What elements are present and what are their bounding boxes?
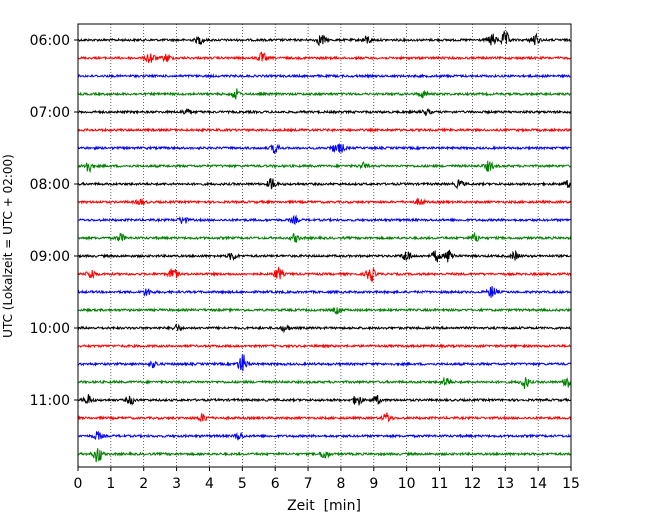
trace-0600 bbox=[77, 30, 572, 47]
x-tick-label: 9 bbox=[369, 476, 378, 492]
trace-0645 bbox=[77, 88, 572, 100]
x-tick-label: 14 bbox=[529, 476, 547, 492]
x-tick-label: 8 bbox=[336, 476, 345, 492]
trace-1045 bbox=[77, 377, 572, 389]
vertical-grid bbox=[110, 24, 539, 467]
x-tick-label: 13 bbox=[496, 476, 514, 492]
x-axis-ticks: 0 1 2 3 4 5 6 7 8 9 10 11 12 13 14 15 bbox=[74, 467, 580, 492]
x-tick-label: 5 bbox=[238, 476, 247, 492]
y-axis-label: UTC (Lokalzeit = UTC + 02:00) bbox=[1, 154, 15, 338]
trace-0715 bbox=[77, 127, 572, 133]
trace-0930 bbox=[77, 285, 572, 298]
trace-0830 bbox=[77, 214, 572, 226]
x-tick-label: 12 bbox=[463, 476, 481, 492]
y-tick-label: 06:00 bbox=[30, 33, 70, 49]
x-tick-label: 7 bbox=[304, 476, 313, 492]
trace-1115 bbox=[77, 412, 572, 423]
trace-0730 bbox=[77, 143, 572, 154]
x-tick-label: 15 bbox=[562, 476, 580, 492]
x-axis-label: Zeit [min] bbox=[287, 498, 361, 514]
trace-0615 bbox=[77, 51, 572, 64]
y-axis-ticks: 06:00 07:00 08:00 09:00 10:00 11:00 bbox=[30, 33, 78, 409]
x-tick-label: 2 bbox=[139, 476, 148, 492]
y-tick-label: 07:00 bbox=[30, 105, 70, 121]
trace-0700 bbox=[77, 108, 572, 116]
trace-0815 bbox=[77, 197, 572, 207]
x-tick-label: 0 bbox=[74, 476, 83, 492]
y-tick-label: 10:00 bbox=[30, 321, 70, 337]
trace-1145 bbox=[77, 448, 572, 463]
trace-0845 bbox=[77, 231, 572, 243]
trace-0630 bbox=[77, 73, 572, 79]
plot-frame bbox=[77, 23, 572, 468]
trace-1100 bbox=[77, 394, 572, 406]
y-tick-label: 09:00 bbox=[30, 249, 70, 265]
trace-0745 bbox=[77, 160, 572, 174]
trace-1030 bbox=[77, 354, 572, 372]
trace-0800 bbox=[77, 177, 572, 190]
trace-1000 bbox=[77, 323, 572, 334]
trace-0945 bbox=[77, 307, 572, 316]
x-tick-label: 11 bbox=[431, 476, 449, 492]
y-tick-label: 11:00 bbox=[30, 393, 70, 409]
x-tick-label: 10 bbox=[398, 476, 416, 492]
x-tick-label: 3 bbox=[172, 476, 181, 492]
trace-0900 bbox=[77, 249, 572, 263]
trace-0915 bbox=[77, 266, 572, 284]
x-tick-label: 1 bbox=[106, 476, 115, 492]
x-tick-label: 4 bbox=[205, 476, 214, 492]
x-tick-label: 6 bbox=[271, 476, 280, 492]
trace-1015 bbox=[77, 343, 572, 349]
y-tick-label: 08:00 bbox=[30, 177, 70, 193]
trace-1130 bbox=[77, 430, 572, 441]
seismic-traces bbox=[77, 30, 572, 463]
